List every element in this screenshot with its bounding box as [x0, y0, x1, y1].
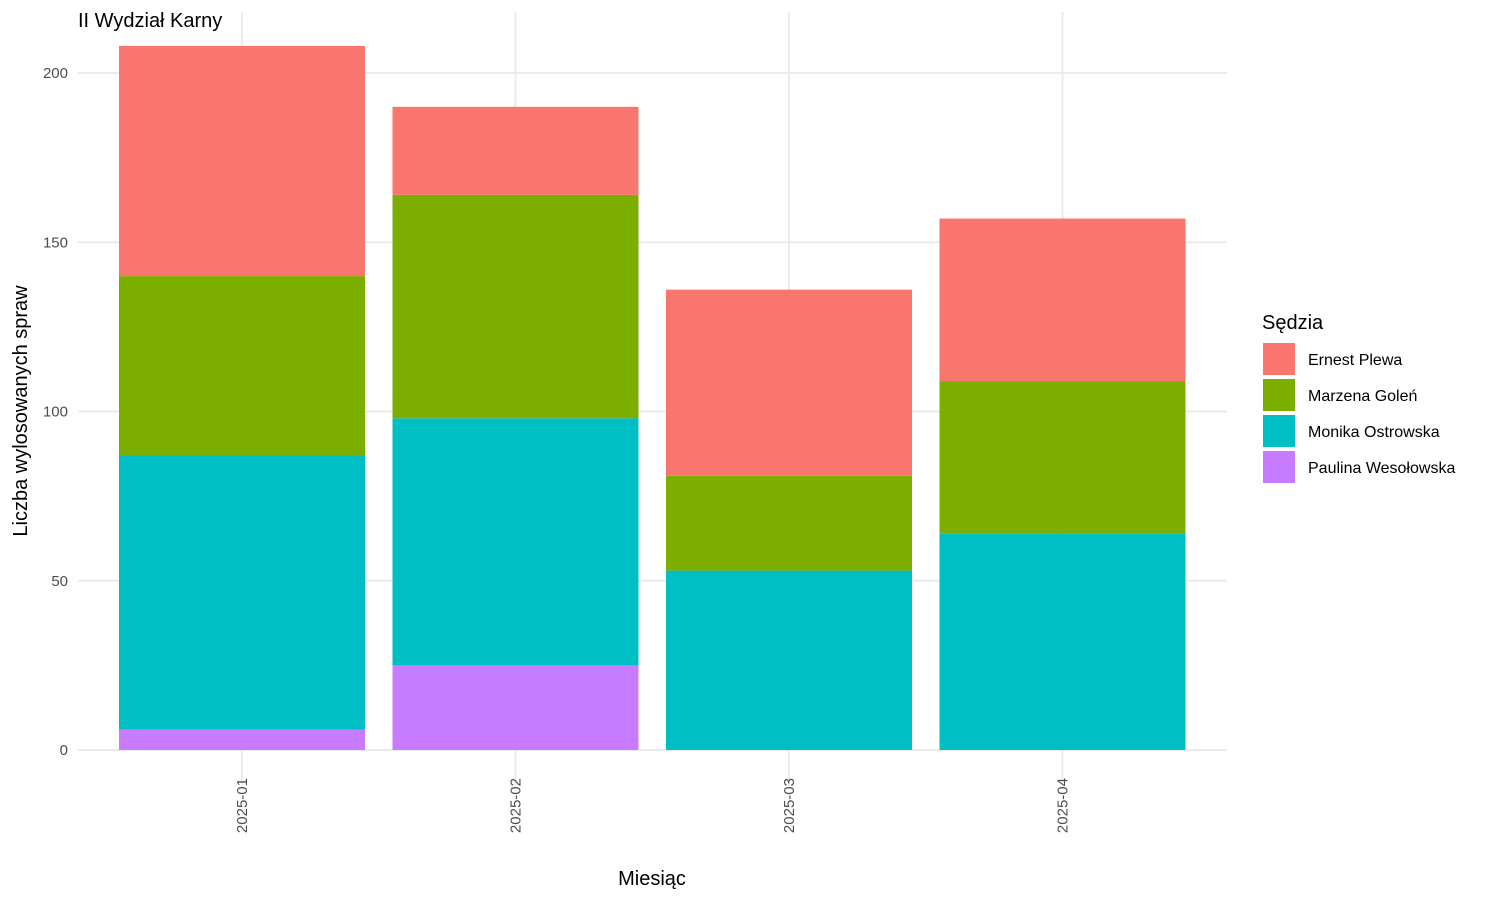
bars-layer — [119, 45, 1186, 750]
legend-label: Paulina Wesołowska — [1308, 460, 1455, 477]
bar-segment — [939, 533, 1186, 750]
bar-segment — [392, 106, 639, 195]
bar-segment — [392, 665, 639, 750]
bar-segment — [666, 570, 912, 750]
legend-key — [1263, 379, 1295, 411]
bar-segment — [392, 194, 639, 419]
x-axis: 2025-01 2025-02 2025-03 2025-04 — [234, 778, 1072, 833]
bar-segment — [666, 289, 912, 476]
legend-key — [1263, 451, 1295, 483]
legend-key — [1263, 343, 1295, 375]
y-axis-title: Liczba wylosowanych spraw — [10, 285, 32, 537]
x-axis-title: Miesiąc — [618, 868, 686, 890]
x-tick-label: 2025-02 — [508, 778, 525, 833]
legend: Sędzia Ernest Plewa Marzena Goleń Monika O… — [1262, 312, 1455, 483]
bar-segment — [119, 276, 365, 456]
x-tick-label: 2025-03 — [781, 778, 798, 833]
bar-segment — [939, 381, 1186, 534]
y-tick-label: 0 — [60, 742, 68, 759]
bar-segment — [939, 218, 1186, 382]
bar-segment — [119, 455, 365, 730]
y-tick-label: 100 — [43, 404, 68, 421]
legend-title: Sędzia — [1262, 312, 1324, 334]
legend-key — [1263, 415, 1295, 447]
bar-segment — [119, 729, 365, 750]
y-axis: 0 50 100 150 200 — [43, 65, 68, 759]
bar-segment — [392, 418, 639, 666]
bar-segment — [119, 45, 365, 277]
legend-label: Ernest Plewa — [1308, 352, 1402, 369]
chart-title: II Wydział Karny — [78, 10, 222, 32]
y-tick-label: 50 — [51, 573, 68, 590]
bar-segment — [666, 475, 912, 571]
x-tick-label: 2025-01 — [234, 778, 251, 833]
y-tick-label: 200 — [43, 65, 68, 82]
legend-label: Monika Ostrowska — [1308, 424, 1440, 441]
x-tick-label: 2025-04 — [1055, 778, 1072, 833]
legend-label: Marzena Goleń — [1308, 388, 1417, 405]
y-tick-label: 150 — [43, 234, 68, 251]
